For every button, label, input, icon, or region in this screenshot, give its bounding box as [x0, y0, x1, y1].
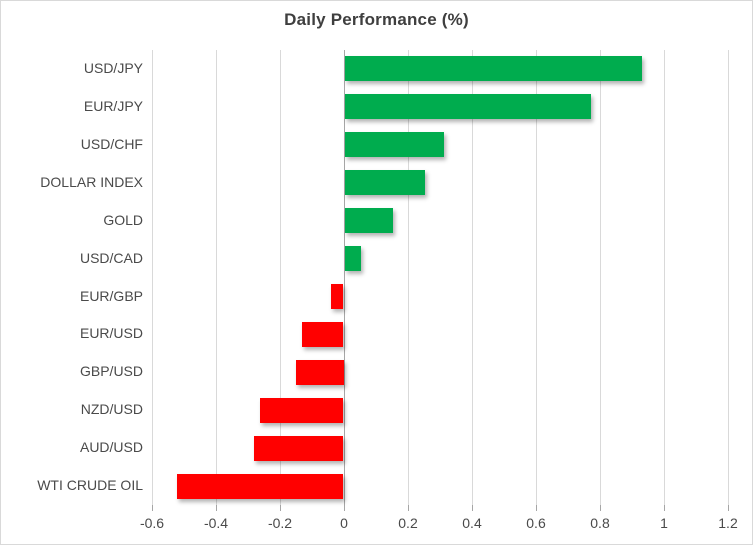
x-axis-tick-label: -0.6	[139, 515, 165, 531]
bar-gbp-usd	[295, 359, 344, 385]
gridline	[663, 50, 665, 505]
bar-usd-jpy	[344, 56, 643, 82]
category-label-usd-cad: USD/CAD	[79, 249, 143, 266]
x-axis-tick-label: 0.6	[526, 515, 546, 531]
chart-title: Daily Performance (%)	[284, 10, 469, 29]
x-axis-tick-mark	[215, 505, 217, 511]
category-label-eur-gbp: EUR/GBP	[79, 287, 143, 304]
gridline	[471, 50, 473, 505]
category-label-aud-usd: AUD/USD	[79, 439, 143, 456]
gridline	[279, 50, 281, 505]
bar-aud-usd	[253, 435, 344, 461]
x-axis-tick-mark	[535, 505, 537, 511]
gridline	[215, 50, 217, 505]
x-axis-tick-mark	[151, 505, 153, 511]
bar-wti-crude-oil	[177, 473, 344, 499]
bar-eur-gbp	[330, 283, 344, 309]
category-label-wti-crude-oil: WTI CRUDE OIL	[37, 477, 143, 494]
x-axis-tick-mark	[471, 505, 473, 511]
gridline	[407, 50, 409, 505]
bar-usd-cad	[344, 246, 361, 272]
bar-usd-chf	[344, 132, 444, 158]
gridline	[727, 50, 729, 505]
bar-eur-usd	[301, 321, 344, 347]
gridline	[535, 50, 537, 505]
x-axis-tick-mark	[343, 505, 345, 511]
x-axis-tick-mark	[663, 505, 665, 511]
category-label-eur-usd: EUR/USD	[79, 325, 143, 342]
bar-gold	[344, 208, 393, 234]
x-axis-tick-mark	[727, 505, 729, 511]
x-axis-tick-mark	[599, 505, 601, 511]
zero-axis-line	[343, 50, 345, 505]
x-axis-tick-label: 0.8	[590, 515, 610, 531]
x-axis-tick-label: 0.2	[398, 515, 418, 531]
category-label-usd-jpy: USD/JPY	[83, 60, 143, 76]
x-axis-tick-mark	[279, 505, 281, 511]
x-axis-tick-label: 0.4	[462, 515, 482, 531]
x-axis-tick-label: -0.4	[203, 515, 229, 531]
x-axis-tick-mark	[407, 505, 409, 511]
category-label-dollar-index: DOLLAR INDEX	[40, 173, 143, 190]
bar-dollar-index	[344, 170, 425, 196]
category-label-gbp-usd: GBP/USD	[79, 363, 143, 380]
x-axis-tick-label: 0	[340, 515, 348, 531]
category-label-usd-chf: USD/CHF	[80, 135, 143, 152]
category-label-gold: GOLD	[103, 211, 143, 228]
x-axis-tick-label: -0.2	[267, 515, 293, 531]
x-axis-tick-label: 1.2	[718, 515, 738, 531]
x-axis-tick-label: 1	[660, 515, 668, 531]
bar-nzd-usd	[260, 397, 344, 423]
gridline	[151, 50, 153, 505]
gridline	[599, 50, 601, 505]
bar-eur-jpy	[344, 94, 591, 120]
category-label-eur-jpy: EUR/JPY	[83, 97, 143, 114]
category-label-nzd-usd: NZD/USD	[80, 401, 143, 418]
